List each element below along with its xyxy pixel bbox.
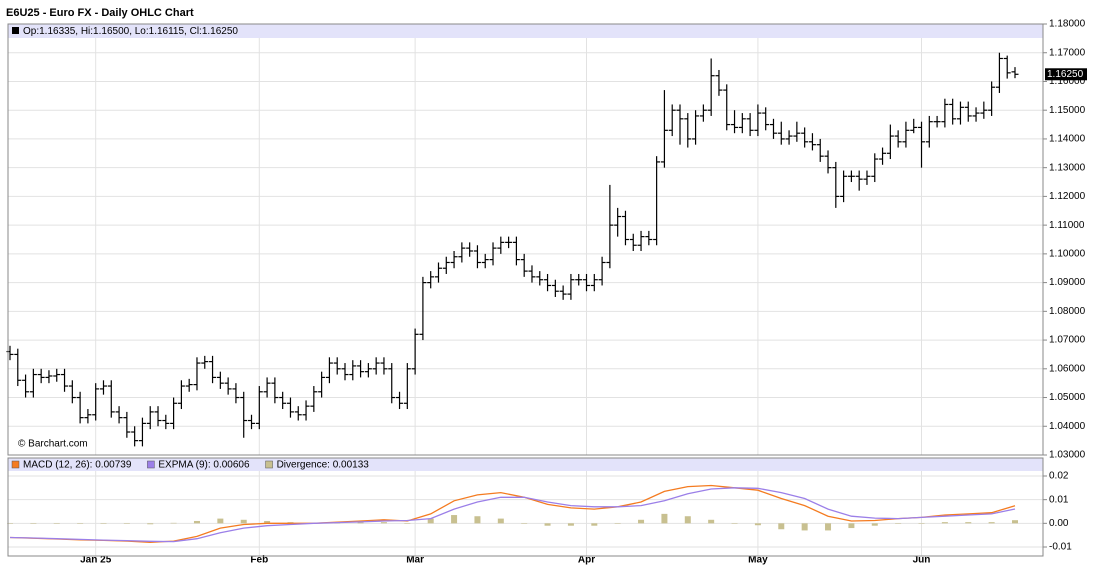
y-tick-label: 1.17000 xyxy=(1049,47,1086,58)
y-tick-label: 1.05000 xyxy=(1049,392,1086,403)
divergence-bar xyxy=(123,523,130,524)
price-frame xyxy=(7,23,1044,456)
x-tick-label: Jun xyxy=(913,555,931,565)
legend-swatch xyxy=(265,460,273,469)
divergence-bar xyxy=(591,523,598,526)
divergence-bar xyxy=(53,523,60,524)
watermark: © Barchart.com xyxy=(18,439,88,450)
divergence-bar xyxy=(451,515,458,524)
divergence-bar xyxy=(848,523,855,529)
y-tick-label: 1.08000 xyxy=(1049,306,1086,317)
divergence-bar xyxy=(825,523,832,531)
ohlc-header: Op:1.16335, Hi:1.16500, Lo:1.16115, Cl:1… xyxy=(23,26,238,37)
y-tick-label: 1.10000 xyxy=(1049,249,1086,260)
indicator-line xyxy=(9,484,1016,543)
y-tick-label: 1.03000 xyxy=(1049,450,1086,461)
divergence-bar xyxy=(684,516,691,524)
x-tick-label: Jan 25 xyxy=(80,555,112,565)
divergence-bar xyxy=(7,523,13,524)
divergence-bar xyxy=(1012,520,1018,524)
divergence-bar xyxy=(193,520,200,524)
header-band xyxy=(8,24,1043,38)
x-tick-label: Mar xyxy=(406,555,424,565)
y-tick-label: 0.02 xyxy=(1049,471,1069,482)
divergence-bar xyxy=(357,522,364,524)
divergence-bar xyxy=(380,522,387,524)
plots: 1.03000 1.04000 1.05000 1.06000 1.07000 1.080… xyxy=(6,19,1087,565)
divergence-bar xyxy=(147,523,154,525)
legend-label: MACD (12, 26): 0.00739 xyxy=(23,460,132,471)
divergence-bar xyxy=(497,518,504,524)
divergence-bar xyxy=(170,522,177,524)
last-price-label: 1.16250 xyxy=(1047,69,1084,80)
divergence-bar xyxy=(474,516,481,524)
divergence-bar xyxy=(988,522,995,524)
divergence-bar xyxy=(614,523,621,524)
divergence-bar xyxy=(754,523,761,526)
divergence-bar xyxy=(427,518,434,524)
last-price-tag xyxy=(1045,68,1087,81)
header-swatch xyxy=(12,27,19,34)
y-tick-label: 1.13000 xyxy=(1049,162,1086,173)
divergence-bar xyxy=(30,523,37,524)
legend-swatch xyxy=(11,460,20,469)
divergence-bar xyxy=(778,523,785,530)
divergence-bar xyxy=(544,523,551,526)
y-tick-label: -0.01 xyxy=(1049,542,1072,553)
legend-swatch xyxy=(147,460,155,469)
legend-label: EXPMA (9): 0.00606 xyxy=(158,460,250,471)
legend-label: Divergence: 0.00133 xyxy=(277,460,370,471)
indicator-line xyxy=(9,487,1016,543)
y-tick-label: 1.18000 xyxy=(1049,19,1086,30)
y-tick-label: 1.14000 xyxy=(1049,134,1086,145)
divergence-bar xyxy=(941,522,948,524)
divergence-bar xyxy=(100,523,107,524)
divergence-bar xyxy=(895,523,902,524)
y-tick-label: 1.16000 xyxy=(1049,76,1086,87)
divergence-bar xyxy=(965,522,972,524)
divergence-bar xyxy=(708,519,715,524)
divergence-bar xyxy=(918,523,925,524)
divergence-bar xyxy=(638,519,645,524)
y-tick-label: 1.04000 xyxy=(1049,421,1086,432)
divergence-bar xyxy=(404,523,411,524)
divergence-bar xyxy=(521,523,528,524)
macd-frame xyxy=(7,457,1044,557)
y-tick-label: 1.07000 xyxy=(1049,335,1086,346)
y-tick-label: 1.12000 xyxy=(1049,191,1086,202)
x-tick-label: May xyxy=(748,555,768,565)
y-tick-label: 1.06000 xyxy=(1049,363,1086,374)
y-tick-label: 0.00 xyxy=(1049,518,1069,529)
y-tick-label: 1.15000 xyxy=(1049,105,1086,116)
chart-title: E6U25 - Euro FX - Daily OHLC Chart xyxy=(6,7,194,19)
divergence-bar xyxy=(731,523,738,524)
x-tick-label: Feb xyxy=(250,555,268,565)
divergence-bar xyxy=(240,519,247,524)
divergence-bar xyxy=(661,513,668,524)
divergence-bar xyxy=(264,520,271,524)
divergence-bar xyxy=(801,523,808,531)
divergence-bar xyxy=(871,523,878,526)
x-tick-label: Apr xyxy=(578,555,595,565)
divergence-bar xyxy=(77,523,84,524)
y-tick-label: 1.11000 xyxy=(1049,220,1085,231)
divergence-bar xyxy=(217,518,224,524)
divergence-bar xyxy=(567,523,574,526)
y-tick-label: 1.09000 xyxy=(1049,277,1086,288)
y-tick-label: 0.01 xyxy=(1049,494,1069,505)
